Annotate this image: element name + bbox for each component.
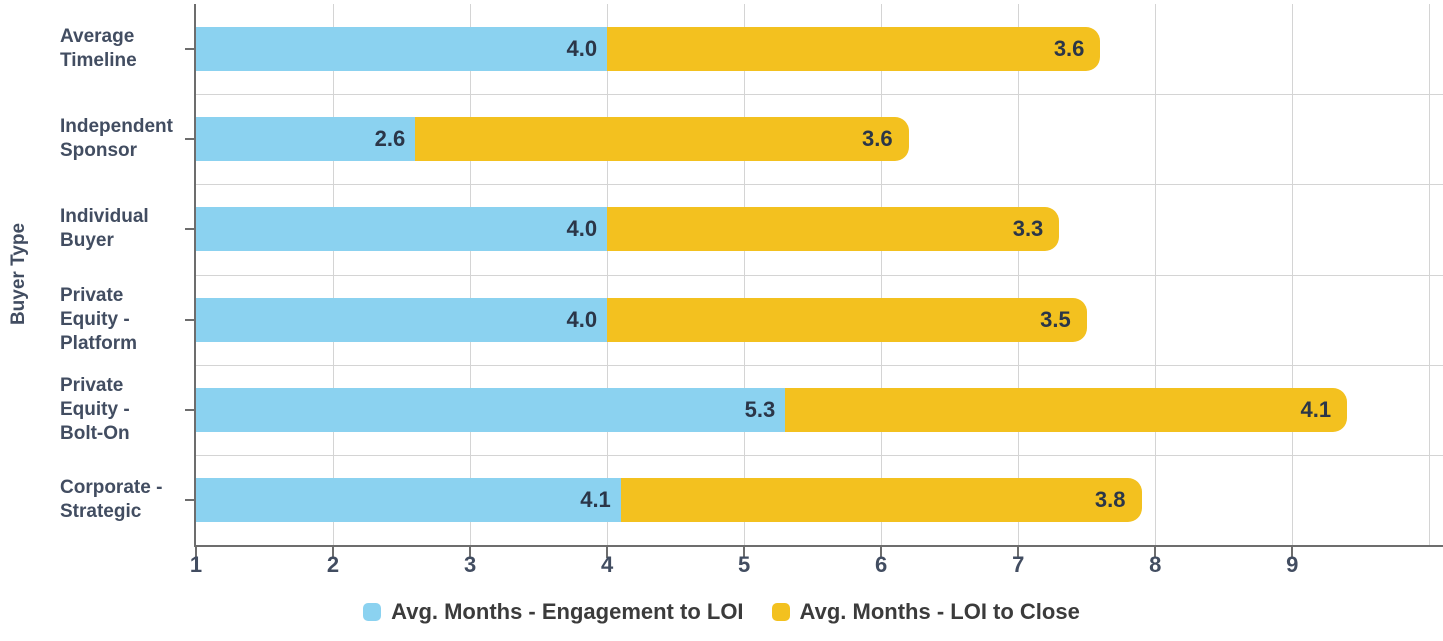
legend-item-engagement-to-loi: Avg. Months - Engagement to LOI [363, 599, 744, 625]
bar-value-label: 3.6 [1053, 36, 1085, 62]
x-axis-tick [195, 547, 197, 558]
plot-area: 4.0 3.6 2.6 3.6 4.0 3.3 4.0 3.5 5.3 4.1 4.1 3.8 [196, 4, 1443, 545]
bar-value-label: 3.8 [1094, 486, 1126, 512]
category-label-line: Strategic [60, 500, 142, 522]
bar-value-label: 5.3 [744, 396, 776, 422]
x-axis-tick-label: 4 [600, 552, 614, 577]
bar-segment-engagement-to-loi: 2.6 [196, 117, 416, 162]
bar-segment-loi-to-close: 3.3 [607, 207, 1060, 252]
bar-value-label: 4.0 [566, 216, 598, 242]
x-axis-tick-label: 3 [463, 552, 477, 577]
legend-label-engagement: Avg. Months - Engagement to LOI [391, 599, 744, 624]
bar-value-label: 3.3 [1012, 216, 1044, 242]
bar-segment-engagement-to-loi: 4.0 [196, 27, 608, 72]
x-axis-tick [1154, 547, 1157, 558]
y-axis-tick [185, 318, 195, 321]
y-axis-tick [185, 138, 195, 141]
x-axis-tick [1017, 547, 1020, 558]
bar-segment-engagement-to-loi: 4.0 [196, 297, 608, 342]
category-label-line: Equity - [60, 308, 130, 330]
gridline-horizontal [196, 454, 1443, 456]
gridline-horizontal [196, 274, 1443, 276]
legend-swatch-engagement-icon [363, 603, 382, 621]
y-axis-tick [185, 48, 195, 51]
bar-value-label: 4.0 [566, 36, 598, 62]
category-label: Private Equity - Platform [60, 284, 194, 356]
bar-value-label: 2.6 [374, 126, 406, 152]
category-label-line: Average [60, 26, 135, 48]
y-axis-line [194, 4, 196, 545]
x-axis-tick-label: 6 [875, 552, 888, 577]
category-label: Private Equity - Bolt-On [60, 374, 194, 446]
gridline-horizontal [196, 364, 1443, 366]
x-axis-tick [743, 547, 746, 558]
legend-swatch-close-icon [771, 603, 790, 621]
gridline-horizontal [196, 184, 1443, 186]
category-label-line: Buyer [60, 230, 114, 252]
category-label-line: Platform [60, 332, 138, 354]
bar-segment-engagement-to-loi: 5.3 [196, 387, 786, 432]
legend-item-loi-to-close: Avg. Months - LOI to Close [771, 599, 1080, 625]
x-axis-tick-label: 8 [1149, 552, 1162, 577]
category-label-line: Bolt-On [60, 422, 130, 444]
bar-segment-loi-to-close: 3.5 [607, 297, 1087, 342]
bar-segment-loi-to-close: 3.6 [415, 117, 909, 162]
x-axis-tick-label: 7 [1012, 552, 1025, 577]
bar-value-label: 4.0 [566, 306, 598, 332]
y-axis-tick [185, 498, 195, 501]
y-axis-title: Buyer Type [8, 222, 29, 326]
category-label-line: Private [60, 284, 124, 306]
legend-label-close: Avg. Months - LOI to Close [799, 599, 1080, 624]
category-label: Average Timeline [60, 25, 194, 73]
bar-segment-loi-to-close: 3.8 [620, 477, 1142, 522]
x-axis-tick-label: 9 [1286, 552, 1299, 577]
x-axis-tick-label: 5 [738, 552, 751, 577]
x-axis-tick [469, 547, 472, 558]
x-axis-tick [606, 547, 609, 558]
category-label-line: Equity - [60, 398, 130, 420]
gridline-horizontal [196, 94, 1443, 96]
x-axis-line [194, 545, 1443, 547]
y-axis-tick [185, 228, 195, 231]
x-axis-tick [1291, 547, 1294, 558]
category-label-line: Sponsor [60, 140, 138, 162]
bar-segment-engagement-to-loi: 4.1 [196, 477, 621, 522]
bar-segment-loi-to-close: 4.1 [785, 387, 1348, 432]
x-axis-tick [880, 547, 883, 558]
category-label: Individual Buyer [60, 205, 194, 253]
category-label: Corporate - Strategic [60, 476, 194, 524]
bar-value-label: 3.6 [861, 126, 893, 152]
category-label-line: Private [60, 374, 124, 396]
category-label-line: Timeline [60, 50, 137, 72]
bar-segment-engagement-to-loi: 4.0 [196, 207, 608, 252]
bar-value-label: 4.1 [580, 486, 611, 512]
legend: Avg. Months - Engagement to LOI Avg. Mon… [0, 599, 1443, 625]
y-axis-tick [185, 408, 195, 411]
category-label: Independent Sponsor [60, 115, 194, 163]
x-axis-tick [332, 547, 335, 558]
bar-value-label: 4.1 [1300, 396, 1332, 422]
category-label-line: Individual [60, 206, 149, 228]
category-label-line: Independent [60, 116, 173, 138]
bar-segment-loi-to-close: 3.6 [607, 27, 1101, 72]
x-axis-tick-label: 1 [189, 552, 203, 577]
x-axis-tick-label: 2 [326, 552, 340, 577]
bar-value-label: 3.5 [1040, 306, 1071, 332]
category-label-line: Corporate - [60, 476, 163, 498]
